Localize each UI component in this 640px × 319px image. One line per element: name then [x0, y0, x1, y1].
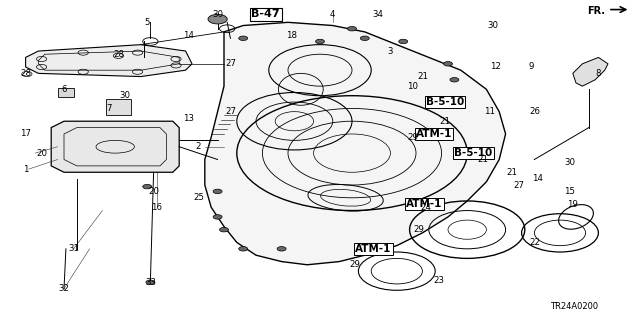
Text: 30: 30: [212, 10, 223, 19]
Circle shape: [213, 189, 222, 194]
Text: 31: 31: [68, 244, 79, 253]
Text: B-5-10: B-5-10: [426, 97, 464, 107]
Polygon shape: [26, 45, 192, 77]
Text: 12: 12: [490, 63, 502, 71]
Text: 26: 26: [529, 107, 540, 116]
Text: B-47: B-47: [252, 9, 280, 19]
Text: 24: 24: [420, 203, 431, 212]
Text: 22: 22: [529, 238, 540, 247]
Text: 34: 34: [372, 10, 383, 19]
Circle shape: [450, 78, 459, 82]
Text: 28: 28: [113, 50, 124, 59]
Text: 27: 27: [225, 59, 236, 68]
Text: 10: 10: [407, 82, 419, 91]
Text: 23: 23: [433, 276, 444, 285]
Circle shape: [220, 227, 228, 232]
Text: 25: 25: [193, 193, 204, 202]
Text: 20: 20: [36, 149, 47, 158]
Circle shape: [213, 215, 222, 219]
Text: 5: 5: [145, 18, 150, 27]
Text: 21: 21: [417, 72, 428, 81]
Circle shape: [146, 280, 155, 285]
Text: 21: 21: [477, 155, 489, 164]
Circle shape: [444, 62, 452, 66]
Text: 14: 14: [532, 174, 543, 183]
Text: 2: 2: [196, 142, 201, 151]
Circle shape: [277, 247, 286, 251]
Text: 28: 28: [20, 69, 31, 78]
Circle shape: [208, 14, 227, 24]
Text: 18: 18: [285, 31, 297, 40]
Polygon shape: [51, 121, 179, 172]
Text: ATM-1: ATM-1: [355, 244, 392, 254]
Text: 29: 29: [408, 133, 418, 142]
Circle shape: [399, 39, 408, 44]
Circle shape: [348, 26, 356, 31]
Polygon shape: [205, 22, 506, 265]
Circle shape: [239, 36, 248, 41]
Polygon shape: [573, 57, 608, 86]
Text: 27: 27: [513, 181, 524, 189]
Text: 19: 19: [568, 200, 578, 209]
Text: 4: 4: [330, 10, 335, 19]
Text: TR24A0200: TR24A0200: [550, 302, 598, 311]
Text: 30: 30: [564, 158, 575, 167]
Text: ATM-1: ATM-1: [416, 129, 452, 139]
Text: 16: 16: [151, 203, 163, 212]
Text: 21: 21: [439, 117, 451, 126]
Text: FR.: FR.: [587, 6, 605, 16]
Text: 32: 32: [58, 284, 70, 293]
FancyBboxPatch shape: [58, 88, 74, 97]
FancyBboxPatch shape: [106, 99, 131, 115]
Circle shape: [360, 36, 369, 41]
Circle shape: [143, 184, 152, 189]
Text: 20: 20: [148, 187, 159, 196]
Circle shape: [316, 39, 324, 44]
Text: B-5-10: B-5-10: [454, 148, 493, 158]
Text: 1: 1: [23, 165, 28, 174]
Text: 13: 13: [183, 114, 195, 122]
Text: 7: 7: [106, 104, 111, 113]
Text: 15: 15: [564, 187, 575, 196]
Text: 8: 8: [596, 69, 601, 78]
Text: 9: 9: [529, 63, 534, 71]
Text: 29: 29: [350, 260, 360, 269]
Text: 21: 21: [506, 168, 518, 177]
Text: 3: 3: [388, 47, 393, 56]
Text: 30: 30: [119, 91, 131, 100]
Text: 17: 17: [20, 130, 31, 138]
Text: ATM-1: ATM-1: [406, 199, 443, 209]
Text: 29: 29: [414, 225, 424, 234]
Text: 33: 33: [145, 278, 156, 287]
Text: 14: 14: [183, 31, 195, 40]
Text: 6: 6: [61, 85, 67, 94]
Circle shape: [239, 247, 248, 251]
Text: 30: 30: [487, 21, 499, 30]
Text: 27: 27: [225, 107, 236, 116]
Text: 11: 11: [484, 107, 495, 116]
